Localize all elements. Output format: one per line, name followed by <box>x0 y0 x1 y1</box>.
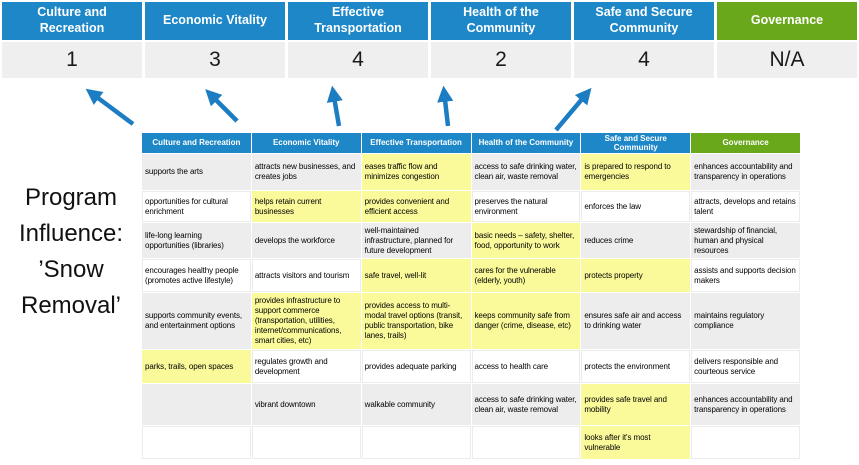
score-safe-and-secure-community: 4 <box>574 42 714 78</box>
scoreboard-header-row: Culture and Recreation Economic Vitality E… <box>0 2 859 40</box>
matrix-cell-r8-c6 <box>691 426 800 459</box>
matrix-header-safe-and-secure-community: Safe and Secure Community <box>581 133 691 153</box>
matrix-cell-r3-c3: well-maintained infrastructure, planned … <box>361 223 471 258</box>
matrix-cell-r2-c2: helps retain current businesses <box>251 191 361 222</box>
influence-matrix: Culture and Recreation Economic Vitality E… <box>142 133 800 459</box>
matrix-cell-r2-c1: opportunities for cultural enrichment <box>142 191 251 222</box>
matrix-cell-r3-c4: basic needs – safety, shelter, food, opp… <box>471 223 581 258</box>
matrix-cell-r3-c6: stewardship of financial, human and phys… <box>691 223 800 258</box>
matrix-cell-r8-c2 <box>251 426 361 459</box>
matrix-cell-r2-c3: provides convenient and efficient access <box>361 191 471 222</box>
matrix-cell-r5-c6: maintains regulatory compliance <box>691 293 800 349</box>
matrix-cell-r8-c5: looks after it's most vulnerable <box>581 426 691 459</box>
matrix-cell-r5-c5: ensures safe air and access to drinking … <box>581 293 691 349</box>
slide-title: Program Influence: ’Snow Removal’ <box>18 184 124 319</box>
arrow-culture-and-recreation <box>85 88 135 126</box>
matrix-cell-r2-c4: preserves the natural environment <box>471 191 581 222</box>
matrix-cell-r4-c2: attracts visitors and tourism <box>251 259 361 292</box>
matrix-cell-r4-c5: protects property <box>581 259 691 292</box>
matrix-cell-r1-c3: eases traffic flow and minimizes congest… <box>361 154 471 190</box>
scoreboard-header-economic-vitality: Economic Vitality <box>145 2 285 40</box>
matrix-cell-r1-c1: supports the arts <box>142 154 251 190</box>
matrix-cell-r4-c4: cares for the vulnerable (elderly, youth… <box>471 259 581 292</box>
matrix-header-economic-vitality: Economic Vitality <box>251 133 361 153</box>
matrix-cell-r2-c5: enforces the law <box>581 191 691 222</box>
matrix-cell-r1-c5: is prepared to respond to emergencies <box>581 154 691 190</box>
matrix-cell-r7-c4: access to safe drinking water, clean air… <box>471 384 581 425</box>
matrix-cell-r7-c2: vibrant downtown <box>251 384 361 425</box>
matrix-cell-r8-c1 <box>142 426 251 459</box>
arrow-health-of-the-community <box>437 85 454 127</box>
matrix-cell-r4-c6: assists and supports decision makers <box>691 259 800 292</box>
matrix-cell-r1-c2: attracts new businesses, and creates job… <box>251 154 361 190</box>
arrow-effective-transportation <box>326 85 343 127</box>
matrix-cell-r3-c5: reduces crime <box>581 223 691 258</box>
scoreboard: Culture and Recreation Economic Vitality E… <box>0 2 859 78</box>
matrix-cell-r6-c3: provides adequate parking <box>361 350 471 383</box>
matrix-cell-r5-c2: provides infrastructure to support comme… <box>251 293 361 349</box>
matrix-cell-r6-c2: regulates growth and development <box>251 350 361 383</box>
matrix-header-effective-transportation: Effective Transportation <box>361 133 471 153</box>
matrix-header-culture-and-recreation: Culture and Recreation <box>142 133 251 153</box>
matrix-cell-r5-c3: provides access to multi-modal travel op… <box>361 293 471 349</box>
scoreboard-score-row: 1 3 4 2 4 N/A <box>0 42 859 78</box>
scoreboard-header-governance: Governance <box>717 2 857 40</box>
matrix-cell-r4-c1: encourages healthy people (promotes acti… <box>142 259 251 292</box>
matrix-cell-r6-c4: access to health care <box>471 350 581 383</box>
matrix-header-health-of-the-community: Health of the Community <box>471 133 581 153</box>
matrix-cell-r6-c6: delivers responsible and courteous servi… <box>691 350 800 383</box>
matrix-cell-r3-c1: life-long learning opportunities (librar… <box>142 223 251 258</box>
matrix-cell-r5-c4: keeps community safe from danger (crime,… <box>471 293 581 349</box>
scoreboard-header-health-of-the-community: Health of the Community <box>431 2 571 40</box>
score-effective-transportation: 4 <box>288 42 428 78</box>
matrix-cell-r2-c6: attracts, develops and retains talent <box>691 191 800 222</box>
matrix-cell-r8-c4 <box>471 426 581 459</box>
matrix-cell-r8-c3 <box>361 426 471 459</box>
matrix-cell-r7-c1 <box>142 384 251 425</box>
matrix-cell-r7-c3: walkable community <box>361 384 471 425</box>
scoreboard-header-safe-and-secure-community: Safe and Secure Community <box>574 2 714 40</box>
matrix-cell-r4-c3: safe travel, well-lit <box>361 259 471 292</box>
matrix-cell-r7-c5: provides safe travel and mobility <box>581 384 691 425</box>
arrow-economic-vitality <box>205 89 239 123</box>
scoreboard-header-effective-transportation: Effective Transportation <box>288 2 428 40</box>
matrix-cell-r7-c6: enhances accountability and transparency… <box>691 384 800 425</box>
matrix-header-governance: Governance <box>691 133 800 153</box>
influence-arrows <box>85 85 592 132</box>
scoreboard-header-culture-and-recreation: Culture and Recreation <box>2 2 142 40</box>
matrix-cell-r6-c1: parks, trails, open spaces <box>142 350 251 383</box>
matrix-cell-r5-c1: supports community events, and entertain… <box>142 293 251 349</box>
score-health-of-the-community: 2 <box>431 42 571 78</box>
score-economic-vitality: 3 <box>145 42 285 78</box>
matrix-cell-r1-c4: access to safe drinking water, clean air… <box>471 154 581 190</box>
matrix-cell-r3-c2: develops the workforce <box>251 223 361 258</box>
matrix-cell-r1-c6: enhances accountability and transparency… <box>691 154 800 190</box>
score-governance: N/A <box>717 42 857 78</box>
arrow-safe-and-secure-community <box>554 87 592 132</box>
matrix-cell-r6-c5: protects the environment <box>581 350 691 383</box>
score-culture-and-recreation: 1 <box>2 42 142 78</box>
